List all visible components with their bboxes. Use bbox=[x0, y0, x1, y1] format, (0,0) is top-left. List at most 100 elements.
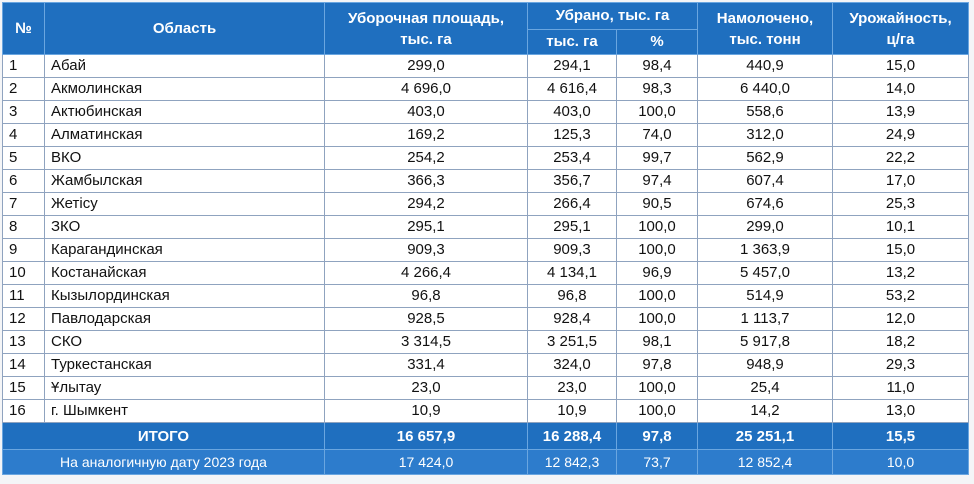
table-row: 12 Павлодарская 928,5 928,4 100,0 1 113,7 12,0 bbox=[2, 307, 969, 331]
harvested-pct: 97,4 bbox=[616, 169, 698, 193]
header-harvested-pct: % bbox=[616, 29, 698, 55]
row-number: 1 bbox=[2, 54, 45, 78]
total-label: ИТОГО bbox=[2, 422, 325, 450]
harvested: 125,3 bbox=[527, 123, 617, 147]
header-number: № bbox=[2, 2, 45, 55]
table-row: 2 Акмолинская 4 696,0 4 616,4 98,3 6 440,0 14,… bbox=[2, 77, 969, 101]
row-number: 4 bbox=[2, 123, 45, 147]
harvested: 10,9 bbox=[527, 399, 617, 423]
table-row: 16 г. Шымкент 10,9 10,9 100,0 14,2 13,0 bbox=[2, 399, 969, 423]
harvested: 909,3 bbox=[527, 238, 617, 262]
total-yield: 15,5 bbox=[832, 422, 969, 450]
header-threshed: Намолочено, тыс. тонн bbox=[697, 2, 833, 55]
harvested: 324,0 bbox=[527, 353, 617, 377]
region-name: СКО bbox=[44, 330, 325, 354]
total-harvest-area: 16 657,9 bbox=[324, 422, 528, 450]
threshed: 5 457,0 bbox=[697, 261, 833, 285]
yield: 53,2 bbox=[832, 284, 969, 308]
header-threshed-line2: тыс. тонн bbox=[729, 30, 801, 48]
region-name: Акмолинская bbox=[44, 77, 325, 101]
header-yield: Урожайность, ц/га bbox=[832, 2, 969, 55]
harvested-pct: 100,0 bbox=[616, 238, 698, 262]
harvest-area: 3 314,5 bbox=[324, 330, 528, 354]
total-harvested-pct: 97,8 bbox=[616, 422, 698, 450]
harvested-pct: 100,0 bbox=[616, 215, 698, 239]
yield: 14,0 bbox=[832, 77, 969, 101]
threshed: 6 440,0 bbox=[697, 77, 833, 101]
region-name: Алматинская bbox=[44, 123, 325, 147]
yield: 15,0 bbox=[832, 238, 969, 262]
total-row: ИТОГО 16 657,9 16 288,4 97,8 25 251,1 15… bbox=[2, 422, 969, 450]
yield: 15,0 bbox=[832, 54, 969, 78]
row-number: 2 bbox=[2, 77, 45, 101]
threshed: 607,4 bbox=[697, 169, 833, 193]
row-number: 15 bbox=[2, 376, 45, 400]
threshed: 312,0 bbox=[697, 123, 833, 147]
region-name: Туркестанская bbox=[44, 353, 325, 377]
yield: 17,0 bbox=[832, 169, 969, 193]
threshed: 1 113,7 bbox=[697, 307, 833, 331]
region-name: г. Шымкент bbox=[44, 399, 325, 423]
threshed: 948,9 bbox=[697, 353, 833, 377]
harvested: 266,4 bbox=[527, 192, 617, 216]
harvested: 23,0 bbox=[527, 376, 617, 400]
harvested: 3 251,5 bbox=[527, 330, 617, 354]
total-harvested: 16 288,4 bbox=[527, 422, 617, 450]
total-threshed: 25 251,1 bbox=[697, 422, 833, 450]
table-row: 15 Ұлытау 23,0 23,0 100,0 25,4 11,0 bbox=[2, 376, 969, 400]
row-number: 9 bbox=[2, 238, 45, 262]
harvested: 4 134,1 bbox=[527, 261, 617, 285]
harvested: 928,4 bbox=[527, 307, 617, 331]
yield: 12,0 bbox=[832, 307, 969, 331]
table-header: № Область Уборочная площадь, тыс. га Убр… bbox=[2, 2, 969, 55]
harvested: 295,1 bbox=[527, 215, 617, 239]
row-number: 10 bbox=[2, 261, 45, 285]
harvest-table: № Область Уборочная площадь, тыс. га Убр… bbox=[2, 2, 969, 475]
harvested-pct: 100,0 bbox=[616, 307, 698, 331]
harvest-area: 254,2 bbox=[324, 146, 528, 170]
threshed: 14,2 bbox=[697, 399, 833, 423]
previous-label: На аналогичную дату 2023 года bbox=[2, 449, 325, 475]
table-row: 10 Костанайская 4 266,4 4 134,1 96,9 5 457,0 1… bbox=[2, 261, 969, 285]
region-name: Карагандинская bbox=[44, 238, 325, 262]
harvested-pct: 100,0 bbox=[616, 100, 698, 124]
table-footer: ИТОГО 16 657,9 16 288,4 97,8 25 251,1 15… bbox=[2, 422, 969, 475]
harvested: 4 616,4 bbox=[527, 77, 617, 101]
table-row: 11 Кызылординская 96,8 96,8 100,0 514,9 53,2 bbox=[2, 284, 969, 308]
region-name: Ұлытау bbox=[44, 376, 325, 400]
yield: 22,2 bbox=[832, 146, 969, 170]
harvest-area: 294,2 bbox=[324, 192, 528, 216]
harvested-pct: 100,0 bbox=[616, 376, 698, 400]
header-region: Область bbox=[44, 2, 325, 55]
harvested-pct: 99,7 bbox=[616, 146, 698, 170]
header-harvested-ha: тыс. га bbox=[527, 29, 617, 55]
harvest-area: 928,5 bbox=[324, 307, 528, 331]
row-number: 8 bbox=[2, 215, 45, 239]
harvest-area: 299,0 bbox=[324, 54, 528, 78]
row-number: 12 bbox=[2, 307, 45, 331]
yield: 24,9 bbox=[832, 123, 969, 147]
threshed: 558,6 bbox=[697, 100, 833, 124]
harvested: 403,0 bbox=[527, 100, 617, 124]
header-threshed-line1: Намолочено, bbox=[716, 9, 814, 27]
harvested-pct: 98,4 bbox=[616, 54, 698, 78]
region-name: Павлодарская bbox=[44, 307, 325, 331]
harvest-area: 366,3 bbox=[324, 169, 528, 193]
row-number: 6 bbox=[2, 169, 45, 193]
table-row: 8 ЗКО 295,1 295,1 100,0 299,0 10,1 bbox=[2, 215, 969, 239]
table-row: 6 Жамбылская 366,3 356,7 97,4 607,4 17,0 bbox=[2, 169, 969, 193]
harvested: 356,7 bbox=[527, 169, 617, 193]
harvested-pct: 98,3 bbox=[616, 77, 698, 101]
region-name: Жамбылская bbox=[44, 169, 325, 193]
harvest-area: 331,4 bbox=[324, 353, 528, 377]
harvested: 253,4 bbox=[527, 146, 617, 170]
region-name: Абай bbox=[44, 54, 325, 78]
region-name: Костанайская bbox=[44, 261, 325, 285]
table-row: 14 Туркестанская 331,4 324,0 97,8 948,9 29,3 bbox=[2, 353, 969, 377]
table-body: 1 Абай 299,0 294,1 98,4 440,9 15,0 2 Акмолинская… bbox=[2, 54, 969, 423]
previous-year-row: На аналогичную дату 2023 года 17 424,0 1… bbox=[2, 449, 969, 475]
row-number: 16 bbox=[2, 399, 45, 423]
harvested-pct: 96,9 bbox=[616, 261, 698, 285]
harvested-pct: 100,0 bbox=[616, 399, 698, 423]
